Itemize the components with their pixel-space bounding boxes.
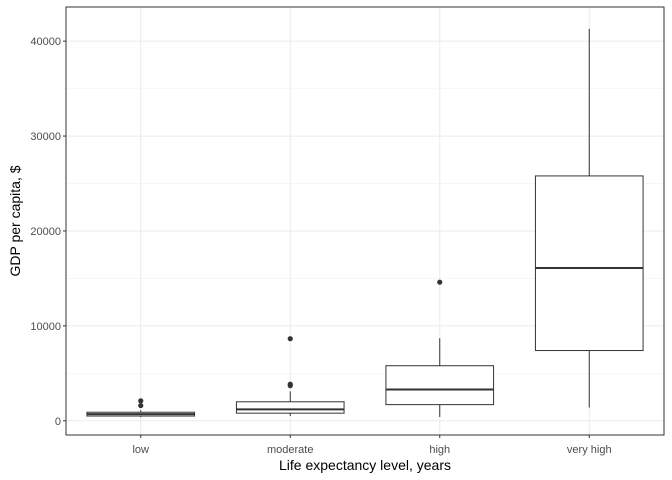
y-axis: 0 10000 20000 30000 40000 [30,36,66,428]
y-axis-title: GDP per capita, $ [7,165,23,276]
y-tick-label: 40000 [30,36,61,48]
box-low [86,398,196,418]
x-tick-label: very high [567,444,612,456]
box-very-high [534,28,644,408]
y-tick-label: 30000 [30,131,61,143]
box-series [86,28,644,418]
outlier-point [138,398,144,404]
box-moderate [235,336,345,417]
box-high [385,279,495,417]
x-axis: low moderate high very high [132,435,612,456]
x-tick-label: low [132,444,149,456]
outlier-point [437,279,443,285]
outlier-point [287,336,293,342]
x-axis-title: Life expectancy level, years [279,457,451,473]
box-iqr [235,401,345,414]
outlier-point [138,402,144,409]
box-iqr [385,365,495,406]
outlier-point [287,381,293,387]
y-tick-label: 20000 [30,226,61,238]
y-tick-label: 0 [55,416,61,428]
box-iqr [534,175,644,352]
x-tick-label: moderate [267,444,313,456]
x-tick-label: high [429,444,450,456]
y-tick-label: 10000 [30,321,61,333]
panel-border [65,6,665,436]
